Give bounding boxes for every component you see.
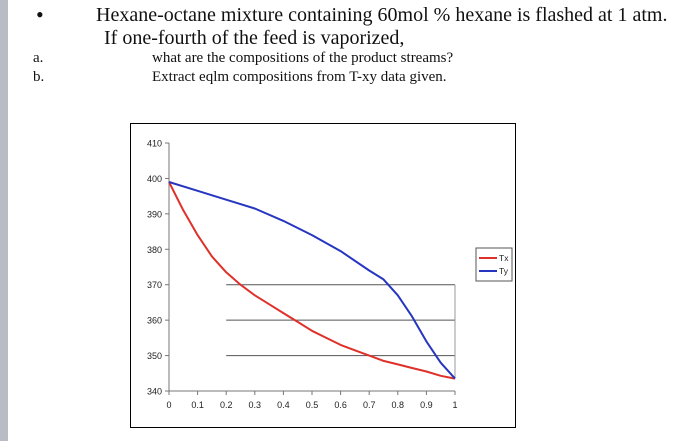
item-b-text: Extract eqlm compositions from T-xy data… bbox=[152, 69, 447, 85]
x-tick-label: 0.4 bbox=[277, 400, 290, 410]
legend-label-tx: Tx bbox=[499, 253, 509, 263]
x-tick-label: 0.9 bbox=[420, 400, 433, 410]
x-tick-label: 0.1 bbox=[191, 400, 204, 410]
y-tick-label: 390 bbox=[147, 209, 162, 219]
item-a-letter: a. bbox=[33, 50, 44, 66]
y-tick-label: 400 bbox=[147, 174, 162, 184]
legend-box bbox=[475, 247, 513, 282]
x-tick-label: 1 bbox=[452, 400, 457, 410]
x-tick-label: 0.6 bbox=[334, 400, 347, 410]
x-tick-label: 0.7 bbox=[363, 400, 376, 410]
txy-chart: 340 350 360 370 380 390 400 410 0 0.1 0.2 0.3 0.4 0.5… bbox=[147, 139, 513, 411]
legend-label-ty: Ty bbox=[499, 266, 509, 276]
x-tick-label: 0.8 bbox=[392, 400, 405, 410]
problem-line-1: Hexane-octane mixture containing 60mol %… bbox=[96, 4, 668, 26]
x-tick-label: 0.2 bbox=[220, 400, 233, 410]
item-a-text: what are the compositions of the product… bbox=[152, 50, 454, 66]
series-line-tx bbox=[168, 181, 456, 380]
series-lines bbox=[168, 181, 456, 380]
chart-frame: 340 350 360 370 380 390 400 410 0 0.1 0.2 0.3 0.4 0.5… bbox=[130, 123, 516, 428]
y-tick-label: 410 bbox=[147, 139, 162, 149]
x-tick-label: 0.3 bbox=[249, 400, 262, 410]
y-tick-label: 350 bbox=[147, 351, 162, 361]
left-margin-bar bbox=[0, 0, 8, 441]
series-line-ty bbox=[168, 181, 456, 380]
y-tick-label: 360 bbox=[147, 316, 162, 326]
y-tick-label: 380 bbox=[147, 245, 162, 255]
reference-lines bbox=[226, 284, 456, 379]
problem-statement: Hexane-octane mixture containing 60mol %… bbox=[96, 4, 667, 50]
y-tick-label: 340 bbox=[147, 387, 162, 397]
x-tick-label: 0 bbox=[166, 400, 171, 410]
chart-axes: 340 350 360 370 380 390 400 410 0 0.1 0.2 0.3 0.4 0.5… bbox=[147, 139, 458, 411]
chart-legend: Tx Ty bbox=[475, 247, 513, 282]
item-b-letter: b. bbox=[33, 69, 45, 85]
y-tick-label: 370 bbox=[147, 280, 162, 290]
bullet-point: • bbox=[36, 2, 44, 27]
problem-line-2: If one-fourth of the feed is vaporized, bbox=[104, 27, 405, 49]
x-tick-label: 0.5 bbox=[306, 400, 319, 410]
